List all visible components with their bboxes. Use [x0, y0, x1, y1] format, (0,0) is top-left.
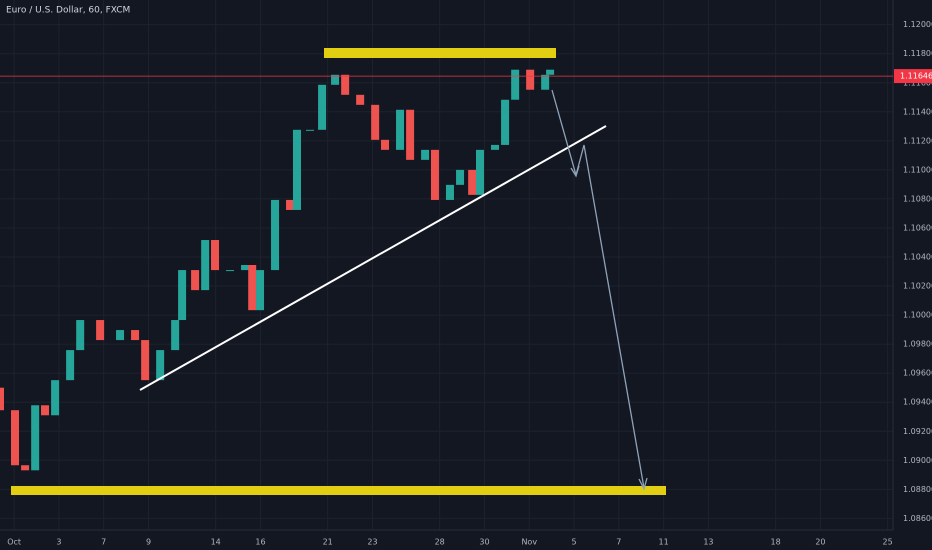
x-tick-label: 20 [815, 538, 825, 547]
x-tick-label: 13 [703, 538, 713, 547]
candle-body [421, 149, 430, 160]
y-tick-label: 1.10400 [903, 253, 932, 262]
target-zone [11, 486, 666, 495]
x-tick-label: 11 [659, 538, 669, 547]
x-tick-label: 16 [255, 538, 265, 547]
y-tick-label: 1.08800 [903, 485, 932, 494]
x-tick-label: Oct [7, 538, 21, 547]
candle-body [526, 69, 535, 90]
y-tick-label: 1.11800 [903, 49, 932, 58]
y-tick-label: 1.09600 [903, 369, 932, 378]
candle-body [341, 74, 350, 95]
y-tick-label: 1.09800 [903, 340, 932, 349]
candle-body [21, 465, 30, 471]
candle-body [541, 74, 550, 90]
candle-body [241, 265, 250, 271]
chart-title: Euro / U.S. Dollar, 60, FXCM [6, 6, 130, 16]
candle-body [76, 320, 85, 351]
candle-body [318, 84, 327, 130]
arrow-head [570, 165, 580, 178]
y-tick-label: 1.11400 [903, 107, 932, 116]
candle-body [248, 265, 257, 311]
y-tick-label: 1.10600 [903, 223, 932, 232]
arrow-head [638, 477, 648, 491]
x-tick-label: 9 [146, 538, 151, 547]
candle-body [191, 270, 200, 291]
y-tick-label: 1.11000 [903, 165, 932, 174]
x-tick-label: 7 [616, 538, 621, 547]
candle-body [286, 199, 295, 210]
candle-body [381, 139, 390, 150]
y-tick-label: 1.10800 [903, 194, 932, 203]
y-tick-label: 1.09000 [903, 456, 932, 465]
x-tick-label: Nov [521, 538, 537, 547]
candle-body [430, 149, 439, 200]
x-tick-label: 14 [211, 538, 221, 547]
candle-body [201, 240, 210, 291]
x-tick-label: 21 [323, 538, 333, 547]
y-tick-label: 1.10200 [903, 282, 932, 291]
candle-body [396, 109, 405, 150]
candle-body [51, 380, 60, 416]
candle-body [475, 149, 484, 195]
resistance-zone [324, 48, 556, 58]
candle-body [0, 387, 4, 411]
x-tick-label: 7 [101, 538, 106, 547]
trend-line [139, 125, 607, 391]
x-tick-label: 28 [435, 538, 445, 547]
candle-body [96, 320, 105, 341]
candle-body [511, 69, 520, 100]
candle-body [226, 270, 235, 272]
candle-body [141, 340, 150, 381]
candle-body [178, 270, 187, 321]
projection-path [551, 89, 645, 489]
y-tick-label: 1.08600 [903, 514, 932, 523]
candle-body [305, 129, 314, 131]
last-price-label: 1.11646 [900, 72, 932, 81]
y-tick-label: 1.09400 [903, 398, 932, 407]
candle-body [31, 405, 40, 471]
y-tick-label: 1.11200 [903, 136, 932, 145]
candle-body [445, 184, 454, 200]
candle-body [131, 330, 140, 341]
candles [0, 69, 555, 471]
candle-body [501, 99, 510, 145]
candle-body [406, 109, 415, 160]
grid [0, 0, 893, 530]
candle-body [490, 144, 499, 150]
candle-body [66, 350, 75, 381]
candle-body [11, 410, 20, 466]
candle-body [256, 270, 265, 311]
last-price-box [894, 69, 932, 84]
y-tick-label: 1.10000 [903, 311, 932, 320]
drawings [11, 48, 666, 495]
y-tick-label: 1.12000 [903, 20, 932, 29]
x-tick-label: 3 [56, 538, 61, 547]
x-tick-label: 23 [367, 538, 377, 547]
x-tick-label: 5 [572, 538, 577, 547]
y-tick-label: 1.09200 [903, 427, 932, 436]
candle-body [156, 350, 165, 381]
candle-body [292, 129, 301, 210]
candle-body [41, 405, 50, 416]
candle-body [468, 169, 477, 195]
candle-body [271, 199, 280, 271]
candle-body [116, 330, 125, 341]
candle-body [171, 320, 180, 351]
candle-body [356, 94, 365, 105]
x-tick-label: 30 [479, 538, 489, 547]
candle-body [456, 169, 465, 185]
candle-body [331, 74, 340, 85]
axes: 1.120001.118001.116001.114001.112001.110… [0, 20, 932, 547]
x-tick-label: 25 [883, 538, 893, 547]
candle-body [371, 104, 380, 140]
candle-body [546, 69, 555, 75]
candle-body [211, 240, 220, 271]
x-tick-label: 18 [771, 538, 781, 547]
